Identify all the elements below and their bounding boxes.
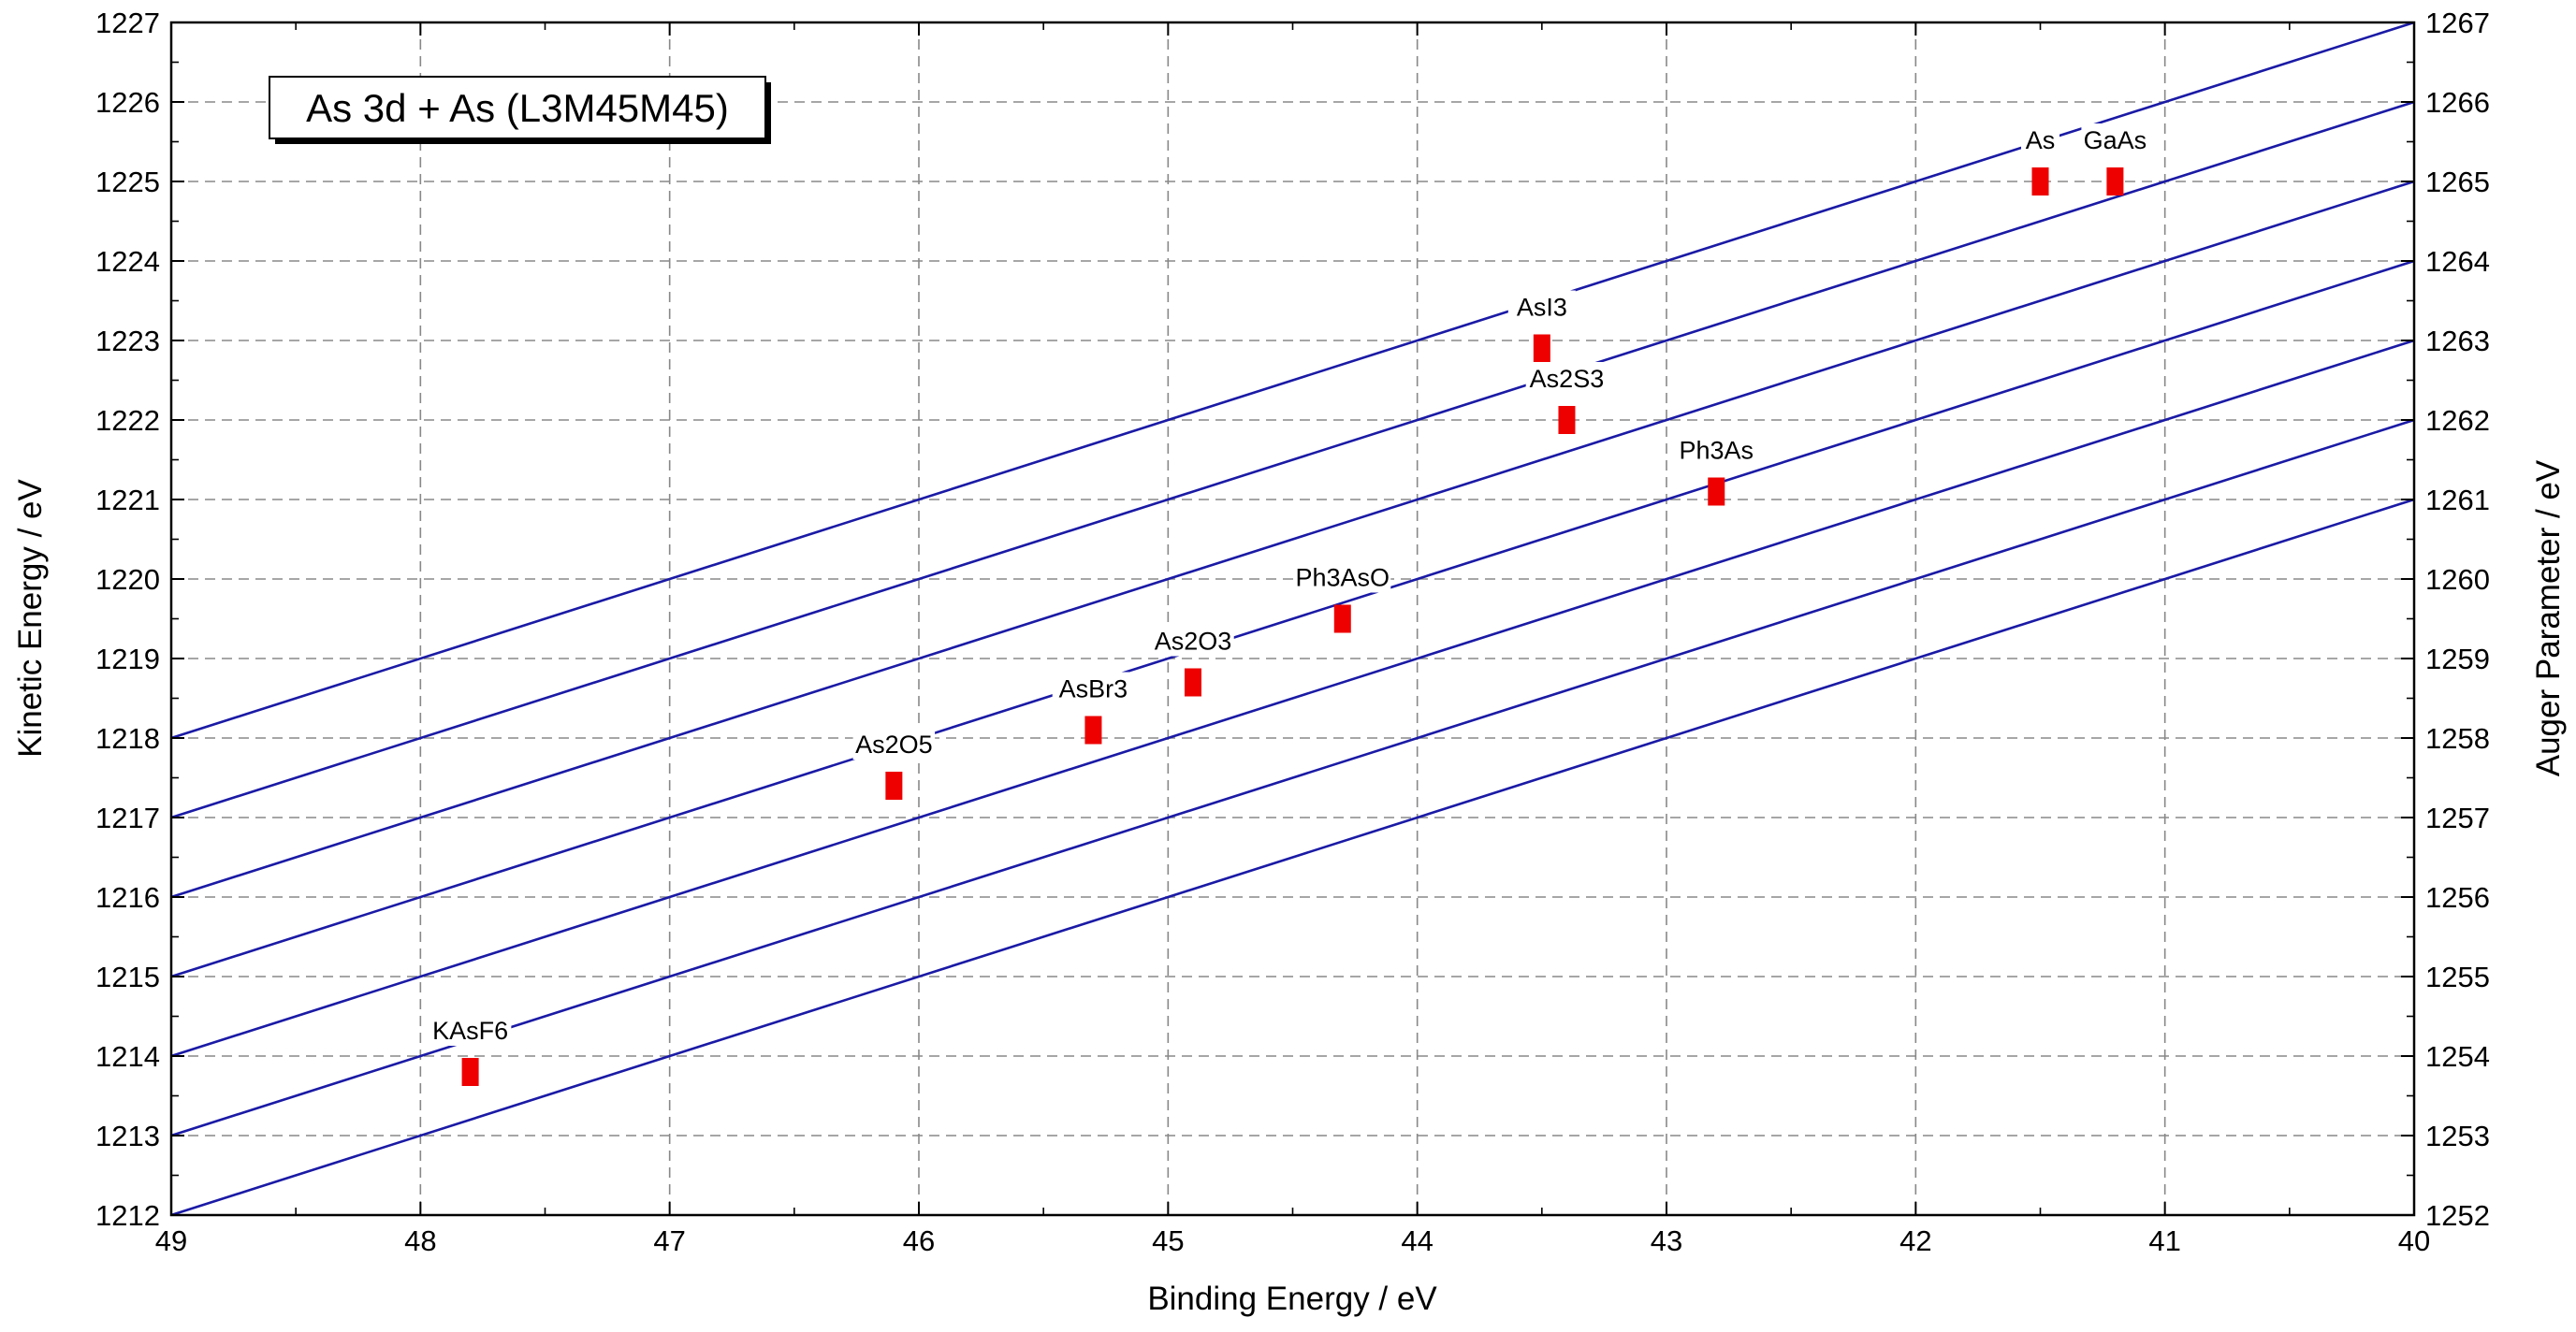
y-tick-label: 1222 xyxy=(95,404,160,437)
y2-tick-label: 1259 xyxy=(2425,643,2490,675)
data-point-marker xyxy=(1533,334,1550,363)
data-point-label-bg xyxy=(429,1014,512,1046)
x-tick-label: 43 xyxy=(1651,1224,1682,1257)
data-point-label: AsBr3 xyxy=(1059,675,1128,703)
data-point-label-bg xyxy=(1675,433,1758,466)
auger-line xyxy=(171,100,2414,819)
y-tick-label: 1217 xyxy=(95,802,160,834)
auger-line xyxy=(171,339,2414,1058)
data-point-label-bg xyxy=(1525,362,1608,394)
data-point-label-bg xyxy=(2021,123,2059,155)
y2-tick-label: 1258 xyxy=(2425,722,2490,755)
y2-tick-label: 1263 xyxy=(2425,325,2490,357)
chart-title-box: As 3d + As (L3M45M45) xyxy=(269,76,771,144)
y2-tick-label: 1260 xyxy=(2425,563,2490,596)
x-tick-label: 45 xyxy=(1152,1224,1184,1257)
chart-title: As 3d + As (L3M45M45) xyxy=(306,86,729,130)
y-tick-label: 1212 xyxy=(95,1199,160,1232)
data-point-label-bg xyxy=(1507,290,1576,323)
y-tick-label: 1223 xyxy=(95,325,160,357)
y-tick-label: 1224 xyxy=(95,245,160,278)
y2-tick-label: 1257 xyxy=(2425,802,2490,834)
data-point-label-bg xyxy=(852,728,936,760)
data-point-label: As2O3 xyxy=(1155,628,1232,656)
data-point-label: As2O5 xyxy=(855,731,933,759)
y-tick-label: 1220 xyxy=(95,563,160,596)
x-tick-label: 40 xyxy=(2398,1224,2430,1257)
x-tick-label: 42 xyxy=(1899,1224,1931,1257)
data-point-label: KAsF6 xyxy=(432,1017,508,1045)
data-points: As GaAs AsI3 As2S3 Ph3As Ph3AsO As2O3 AsBr3 As2O… xyxy=(429,123,2149,1086)
y-tick-label: 1225 xyxy=(95,166,160,198)
auger-line xyxy=(171,180,2414,899)
y2-tick-label: 1255 xyxy=(2425,961,2490,993)
data-point-marker xyxy=(2031,167,2049,195)
y2-tick-label: 1265 xyxy=(2425,166,2490,198)
data-point-label: Ph3As xyxy=(1679,437,1754,465)
axis-ticks: 49 48 47 46 45 44 43 42 41 40 1212 1213 1214 1215 1216… xyxy=(95,7,2490,1257)
x-tick-label: 41 xyxy=(2148,1224,2180,1257)
y-tick-label: 1227 xyxy=(95,7,160,39)
y2-tick-label: 1253 xyxy=(2425,1120,2490,1152)
y2-tick-label: 1266 xyxy=(2425,86,2490,119)
data-point-label: Ph3AsO xyxy=(1295,564,1390,592)
data-point-marker xyxy=(1708,477,1725,506)
y2-tick-label: 1267 xyxy=(2425,7,2490,39)
y-tick-label: 1219 xyxy=(95,643,160,675)
y-axis-label: Kinetic Energy / eV xyxy=(12,479,49,758)
auger-line xyxy=(171,498,2414,1215)
grid xyxy=(171,22,2414,1215)
data-point-marker xyxy=(2106,167,2124,195)
y-tick-label: 1221 xyxy=(95,484,160,516)
data-point-label-bg xyxy=(2081,123,2149,155)
data-point-label: GaAs xyxy=(2084,126,2147,154)
data-point-label: AsI3 xyxy=(1517,294,1567,322)
data-point-marker xyxy=(885,772,903,800)
y-tick-label: 1226 xyxy=(95,86,160,119)
x-axis-label: Binding Energy / eV xyxy=(1147,1281,1437,1317)
y-tick-label: 1216 xyxy=(95,881,160,914)
data-point-marker xyxy=(461,1058,479,1086)
y-tick-label: 1215 xyxy=(95,961,160,993)
data-point-label: As2S3 xyxy=(1530,365,1605,393)
data-point-marker xyxy=(1333,604,1351,633)
x-tick-label: 47 xyxy=(653,1224,685,1257)
x-tick-label: 44 xyxy=(1401,1224,1433,1257)
x-tick-label: 49 xyxy=(155,1224,187,1257)
data-point-marker xyxy=(1084,716,1102,745)
x-tick-label: 48 xyxy=(404,1224,436,1257)
y-tick-label: 1213 xyxy=(95,1120,160,1152)
y2-tick-label: 1252 xyxy=(2425,1199,2490,1232)
data-point-marker xyxy=(1558,406,1576,434)
data-point-label: As xyxy=(2026,126,2056,154)
y2-tick-label: 1262 xyxy=(2425,404,2490,437)
y2-tick-label: 1254 xyxy=(2425,1040,2490,1073)
auger-line xyxy=(171,418,2414,1137)
auger-line xyxy=(171,259,2414,978)
y2-axis-label: Auger Parameter / eV xyxy=(2530,459,2567,776)
data-point-label-bg xyxy=(1052,672,1135,704)
y2-tick-label: 1264 xyxy=(2425,245,2490,278)
data-point-label-bg xyxy=(1152,624,1234,657)
x-tick-label: 46 xyxy=(903,1224,935,1257)
data-point-label-bg xyxy=(1294,560,1391,593)
y2-tick-label: 1256 xyxy=(2425,881,2490,914)
data-point-marker xyxy=(1184,668,1201,697)
y-tick-label: 1214 xyxy=(95,1040,160,1073)
y2-tick-label: 1261 xyxy=(2425,484,2490,516)
y-tick-label: 1218 xyxy=(95,722,160,755)
